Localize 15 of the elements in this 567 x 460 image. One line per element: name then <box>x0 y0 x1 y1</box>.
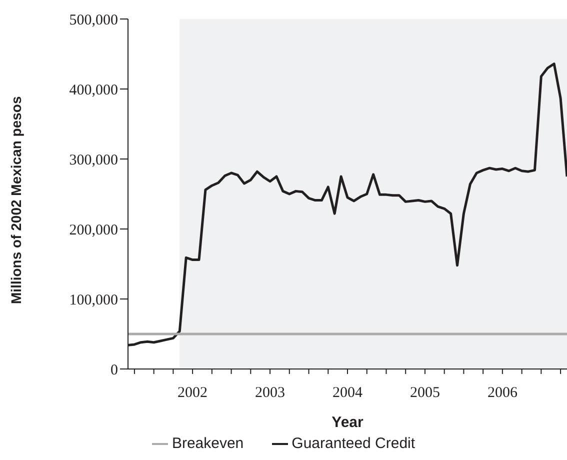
y-axis-title: Millions of 2002 Mexican pesos <box>8 96 24 304</box>
x-tick-label: 2005 <box>410 384 440 401</box>
legend-label: Breakeven <box>172 434 244 452</box>
legend-label: Guaranteed Credit <box>292 434 416 452</box>
y-tick-label: 200,000 <box>69 222 118 238</box>
x-tick-label: 2003 <box>255 384 286 401</box>
y-tick-label: 0 <box>110 362 118 378</box>
x-axis-title: Year <box>332 414 364 431</box>
y-tick-label: 500,000 <box>69 12 118 28</box>
y-tick-label: 100,000 <box>69 292 118 308</box>
x-tick-label: 2004 <box>332 384 363 401</box>
y-tick-label: 300,000 <box>69 152 118 168</box>
y-tick-label: 400,000 <box>69 82 118 98</box>
x-tick-label: 2006 <box>487 384 518 401</box>
x-tick-label: 2002 <box>178 384 208 401</box>
